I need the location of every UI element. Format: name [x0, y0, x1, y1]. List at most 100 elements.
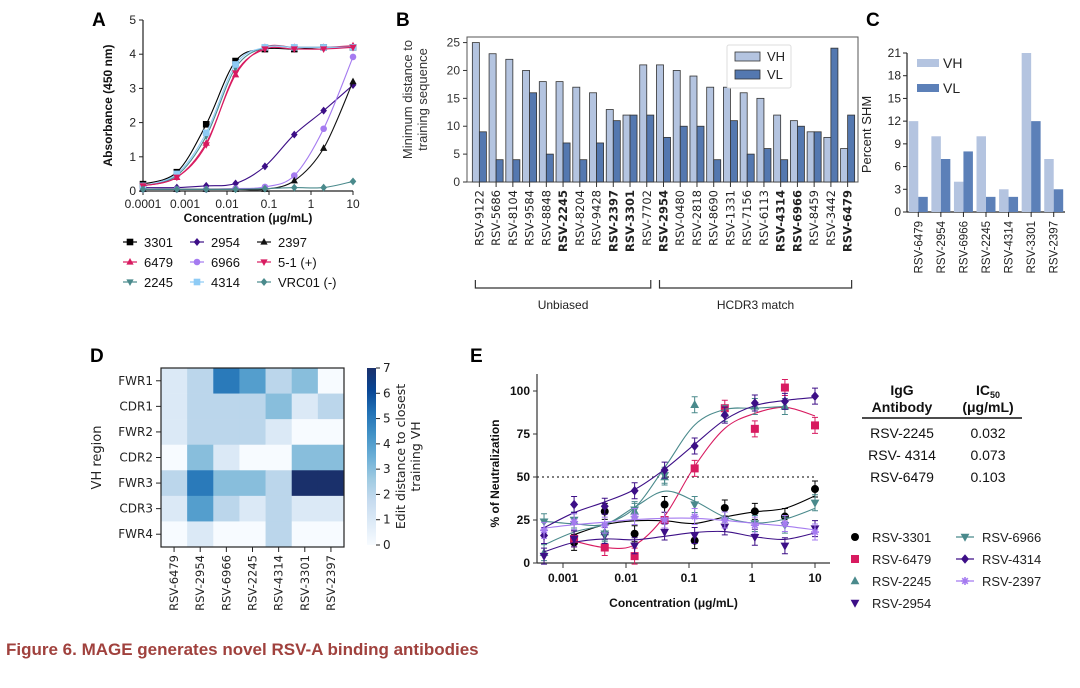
data-point [690, 464, 699, 473]
legend-marker [126, 238, 134, 246]
bar-vh-rsv-6113 [756, 97, 765, 183]
x-tick-label: RSV-1331 [723, 190, 737, 246]
data-point [569, 535, 579, 544]
colorbar [367, 368, 376, 545]
series-rsv-6966 [539, 466, 820, 543]
y-tick-label: 10 [447, 119, 461, 133]
column-label: RSV-6966 [219, 555, 233, 611]
panel-label-b: B [396, 10, 410, 31]
fit-curve [142, 46, 354, 187]
row-label: CDR3 [119, 502, 153, 516]
y-tick-label: 50 [517, 470, 531, 484]
y-tick-label: 15 [447, 91, 461, 105]
colorbar-tick-label: 6 [383, 386, 391, 400]
heatmap-cell-fwr1-rsv-3301 [291, 368, 319, 394]
data-point [349, 53, 357, 61]
x-tick-label: 0.0001 [125, 197, 162, 211]
y-axis-label: Percent SHM [859, 96, 874, 173]
data-point [540, 526, 549, 535]
data-point [811, 391, 819, 401]
data-point [810, 499, 820, 508]
data-point [720, 410, 729, 420]
series-2397 [139, 77, 357, 192]
bar-vh-rsv-9584 [522, 70, 530, 183]
legend-marker [850, 599, 860, 608]
colorbar-tick-label: 5 [383, 412, 391, 426]
panel-b-distance-bars: 0 5 10 15 20 25 Minimum distance to training se… [400, 36, 859, 312]
data-point [349, 77, 357, 85]
bar-vl-rsv-6479 [918, 196, 928, 212]
x-tick-label: RSV-2818 [690, 190, 704, 246]
colorbar-tick-label: 3 [383, 462, 391, 476]
panel-label-e: E [470, 346, 483, 367]
y-tick-label: 3 [894, 182, 901, 196]
y-tick-label: 2 [129, 116, 136, 130]
legend-item-rsv-2954: RSV-2954 [850, 596, 931, 611]
bar-vl-rsv-3442 [830, 47, 839, 183]
table-header-ic50-line1: IC50 [976, 382, 1000, 400]
legend-item-4314: 4314 [190, 275, 240, 290]
fit-curve [142, 44, 354, 187]
heatmap-cell-cdr2-rsv-3301 [291, 444, 319, 471]
data-point [290, 46, 298, 54]
data-point [690, 532, 700, 541]
data-point [690, 399, 700, 408]
y-tick-label: 5 [129, 13, 136, 27]
bar-vh-rsv-6966 [789, 120, 798, 183]
data-point [349, 177, 357, 186]
legend-label: VRC01 (-) [278, 275, 337, 290]
x-tick-label: 0.01 [215, 197, 239, 211]
bar-vh-rsv-2397 [1044, 159, 1054, 212]
x-tick-label: RSV-3301 [623, 190, 637, 252]
heatmap-cell-fwr4-rsv-4314 [265, 521, 293, 548]
column-label: RSV-4314 [272, 555, 286, 611]
data-point [750, 424, 759, 433]
heatmap-cell-cdr3-rsv-3301 [291, 495, 319, 522]
bar-vh-rsv-3442 [823, 136, 832, 183]
x-tick-label: RSV-9584 [523, 190, 537, 246]
heatmap-cell-fwr3-rsv-4314 [265, 470, 293, 497]
bar-vh-rsv-8204 [572, 86, 581, 183]
legend-item-rsv-6966: RSV-6966 [956, 530, 1041, 545]
legend-item-6966: 6966 [190, 255, 240, 270]
heatmap-cell-fwr4-rsv-6966 [213, 521, 240, 548]
legend-item-rsv-2397: RSV-2397 [956, 574, 1041, 589]
legend-item-2954: 2954 [190, 235, 240, 250]
bar-vl-rsv-6966 [963, 151, 973, 212]
legend-label: RSV-6966 [982, 530, 1041, 545]
legend-item-2245: 2245 [123, 275, 173, 290]
data-point [202, 142, 210, 149]
data-point [600, 543, 609, 552]
colorbar-label: Edit distance to closest [393, 384, 408, 529]
x-tick-label: RSV-8459 [807, 190, 821, 246]
data-point [630, 552, 639, 561]
panel-a-binding-curves: 0 1 2 3 4 5 0.0001 0.001 0.01 0.1 1 10 Concentration… [101, 13, 360, 290]
data-point [660, 465, 669, 475]
data-point [600, 501, 609, 512]
data-point [600, 530, 610, 539]
data-point [173, 170, 181, 178]
legend-marker [193, 238, 201, 246]
legend-label: 2245 [144, 275, 173, 290]
legend-marker [850, 576, 860, 585]
legend-label: RSV-4314 [982, 552, 1041, 567]
data-point [261, 46, 269, 54]
legend-label-vh: VH [767, 49, 785, 64]
x-tick-label: RSV-2397 [606, 190, 620, 252]
legend-label-vl: VL [943, 80, 960, 96]
y-axis-label: Minimum distance to [400, 40, 415, 159]
legend-label: 3301 [144, 235, 173, 250]
y-tick-label: 0 [453, 175, 460, 189]
data-point [690, 441, 699, 451]
bar-vh-rsv-2245 [976, 136, 986, 212]
bar-vh-rsv-4314 [999, 189, 1009, 212]
group-bracket [474, 280, 652, 289]
bar-vl-rsv-7156 [746, 153, 755, 183]
y-tick-label: 25 [517, 513, 531, 527]
table-cell-ic50: 0.073 [970, 447, 1005, 463]
data-point [173, 174, 181, 182]
table-cell-ic50: 0.103 [970, 469, 1005, 485]
data-point [320, 125, 327, 133]
heatmap-cell-fwr2-rsv-3301 [291, 419, 319, 446]
